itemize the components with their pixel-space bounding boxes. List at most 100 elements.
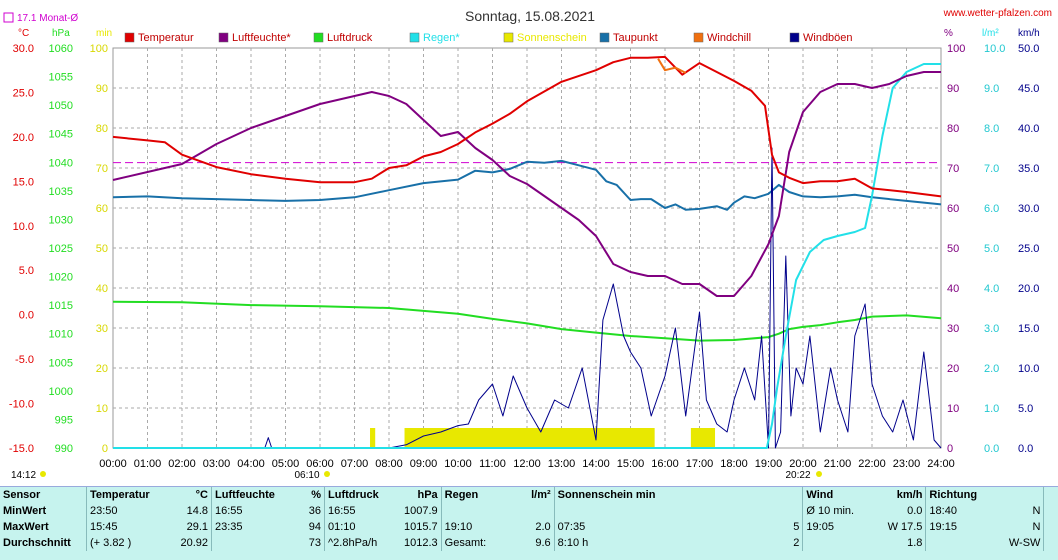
stat-blank [1043,519,1058,535]
tick-sunshine_min-6: 40 [96,283,108,295]
series-lines [112,55,942,449]
stat-w_time: Ø 10 min. [802,503,875,519]
x-tick-labels: 00:00 01:00 02:00 03:00 04:00 05:00 06:00 07:00… [99,458,955,470]
stat-p_val: 1015.7 [404,521,438,533]
x-tick-2: 02:00 [168,458,196,470]
statistics-panel: Sensor Temperatur °C Luftfeuchte % Luftd… [0,486,1058,560]
tick-sunshine_min-7: 30 [96,323,108,335]
stat-s_time: 07:35 [553,519,740,535]
stat-r_val: 9.6 [535,537,551,549]
tick-wind_kmh-1: 45.0 [1018,83,1039,95]
tick-rain_lm2-1: 9.0 [984,83,999,95]
tick-temperature_c-2: 20.0 [13,132,34,144]
stat-s_time [553,503,740,519]
tick-humidity_pct-2: 80 [947,123,959,135]
site-label: www.wetter-pfalzen.com [943,8,1052,19]
unit-right-2: km/h [1018,28,1040,39]
hdr-humidity-unit: % [311,489,321,501]
tick-rain_lm2-0: 10.0 [984,43,1005,55]
tick-sunshine_min-8: 20 [96,363,108,375]
tick-humidity_pct-10: 0 [947,443,953,455]
stat-p_time: 16:55 [324,503,401,519]
sunshine-bars [370,428,716,448]
x-tick-1: 01:00 [134,458,162,470]
x-tick-18: 18:00 [720,458,748,470]
stat-t_time: (+ 3.82 ) [86,535,155,551]
tick-rain_lm2-2: 8.0 [984,123,999,135]
hdr-sensor: Sensor [3,489,41,501]
hdr-rain-unit: l/m² [531,489,551,501]
tick-pressure_hpa-9: 1015 [49,300,73,312]
stat-w_val: 0.0 [907,505,923,517]
tick-humidity_pct-6: 40 [947,283,959,295]
x-tick-13: 13:00 [548,458,576,470]
tick-humidity_pct-8: 20 [947,363,959,375]
axis-tick-labels: 30.0 25.0 20.0 15.0 10.0 5.0 0.0 -5.0 -10.0 -15.0… [9,43,1040,455]
x-tick-24: 24:00 [927,458,955,470]
series-windchill [657,58,687,74]
tick-wind_kmh-2: 40.0 [1018,123,1039,135]
stat-t_val: 29.1 [186,521,208,533]
tick-sunshine_min-9: 10 [96,403,108,415]
statistics-row-minwert: MinWert 23:50 14.8 16:55 36 16:55 1007.9 Ø 10 m… [0,503,1058,519]
tick-sunshine_min-3: 70 [96,163,108,175]
legend-label-2: Luftdruck [327,32,373,44]
stat-r_val: 2.0 [535,521,551,533]
tick-pressure_hpa-12: 1000 [49,386,73,398]
stat-r_time: 19:10 [440,519,508,535]
tick-rain_lm2-9: 1.0 [984,403,999,415]
tick-pressure_hpa-4: 1040 [49,157,73,169]
x-tick-0: 00:00 [99,458,127,470]
tick-wind_kmh-0: 50.0 [1018,43,1039,55]
x-tick-17: 17:00 [686,458,714,470]
series-luftfeuchte [112,71,941,297]
stat-blank [1043,503,1058,519]
tick-wind_kmh-7: 15.0 [1018,323,1039,335]
stat-h_time: 16:55 [211,503,293,519]
tick-wind_kmh-10: 0.0 [1018,443,1033,455]
tick-pressure_hpa-7: 1025 [49,243,73,255]
stat-h_time: 23:35 [211,519,293,535]
tick-rain_lm2-4: 6.0 [984,203,999,215]
x-tick-7: 07:00 [341,458,369,470]
x-tick-11: 11:00 [479,458,506,470]
month-avg-label: 17.1 Monat-Ø [17,13,78,24]
tick-temperature_c-4: 10.0 [13,221,34,233]
x-tick-9: 09:00 [410,458,438,470]
right-unit-labels: % l/m² km/h [944,28,1040,39]
unit-right-0: % [944,28,953,39]
legend-label-1: Luftfeuchte* [232,32,291,44]
stat-t_time: 15:45 [86,519,155,535]
x-tick-6: 06:00 [306,458,334,470]
statistics-table: Sensor Temperatur °C Luftfeuchte % Luftd… [0,487,1058,551]
sunrise-icon [324,471,330,477]
tick-temperature_c-6: 0.0 [19,310,34,322]
hdr-sunshine: Sonnenschein min [553,487,803,503]
tick-pressure_hpa-0: 1060 [49,43,73,55]
x-tick-23: 23:00 [893,458,921,470]
stat-d_val: N [1032,521,1041,533]
sunset-icon [816,471,822,477]
tick-temperature_c-5: 5.0 [19,265,34,277]
tick-temperature_c-7: -5.0 [15,354,34,366]
hdr-pressure-unit: hPa [417,489,438,501]
stat-h_val: 94 [308,521,321,533]
legend-swatch-3 [409,32,420,43]
stat-w_time: 19:05 [802,519,875,535]
sunshine-bar-1 [404,428,655,448]
stat-w_val: 1.8 [907,537,923,549]
left-unit-labels: °C hPa min [18,28,112,39]
unit-left-1: hPa [52,28,70,39]
legend-swatch-6 [693,32,704,43]
hdr-wind: Wind [802,487,875,503]
tick-sunshine_min-1: 90 [96,83,108,95]
x-tick-8: 08:00 [375,458,403,470]
stat-s_val: 2 [793,537,800,549]
hdr-pressure: Luftdruck [324,487,401,503]
stat-w_val: W 17.5 [887,521,923,533]
legend-swatch-5 [599,32,610,43]
tick-humidity_pct-4: 60 [947,203,959,215]
statistics-row-durchschnitt: Durchschnitt (+ 3.82 ) 20.92 73 ^2.8hPa/h 101… [0,535,1058,551]
tick-pressure_hpa-14: 990 [55,443,73,455]
x-tick-22: 22:00 [858,458,886,470]
